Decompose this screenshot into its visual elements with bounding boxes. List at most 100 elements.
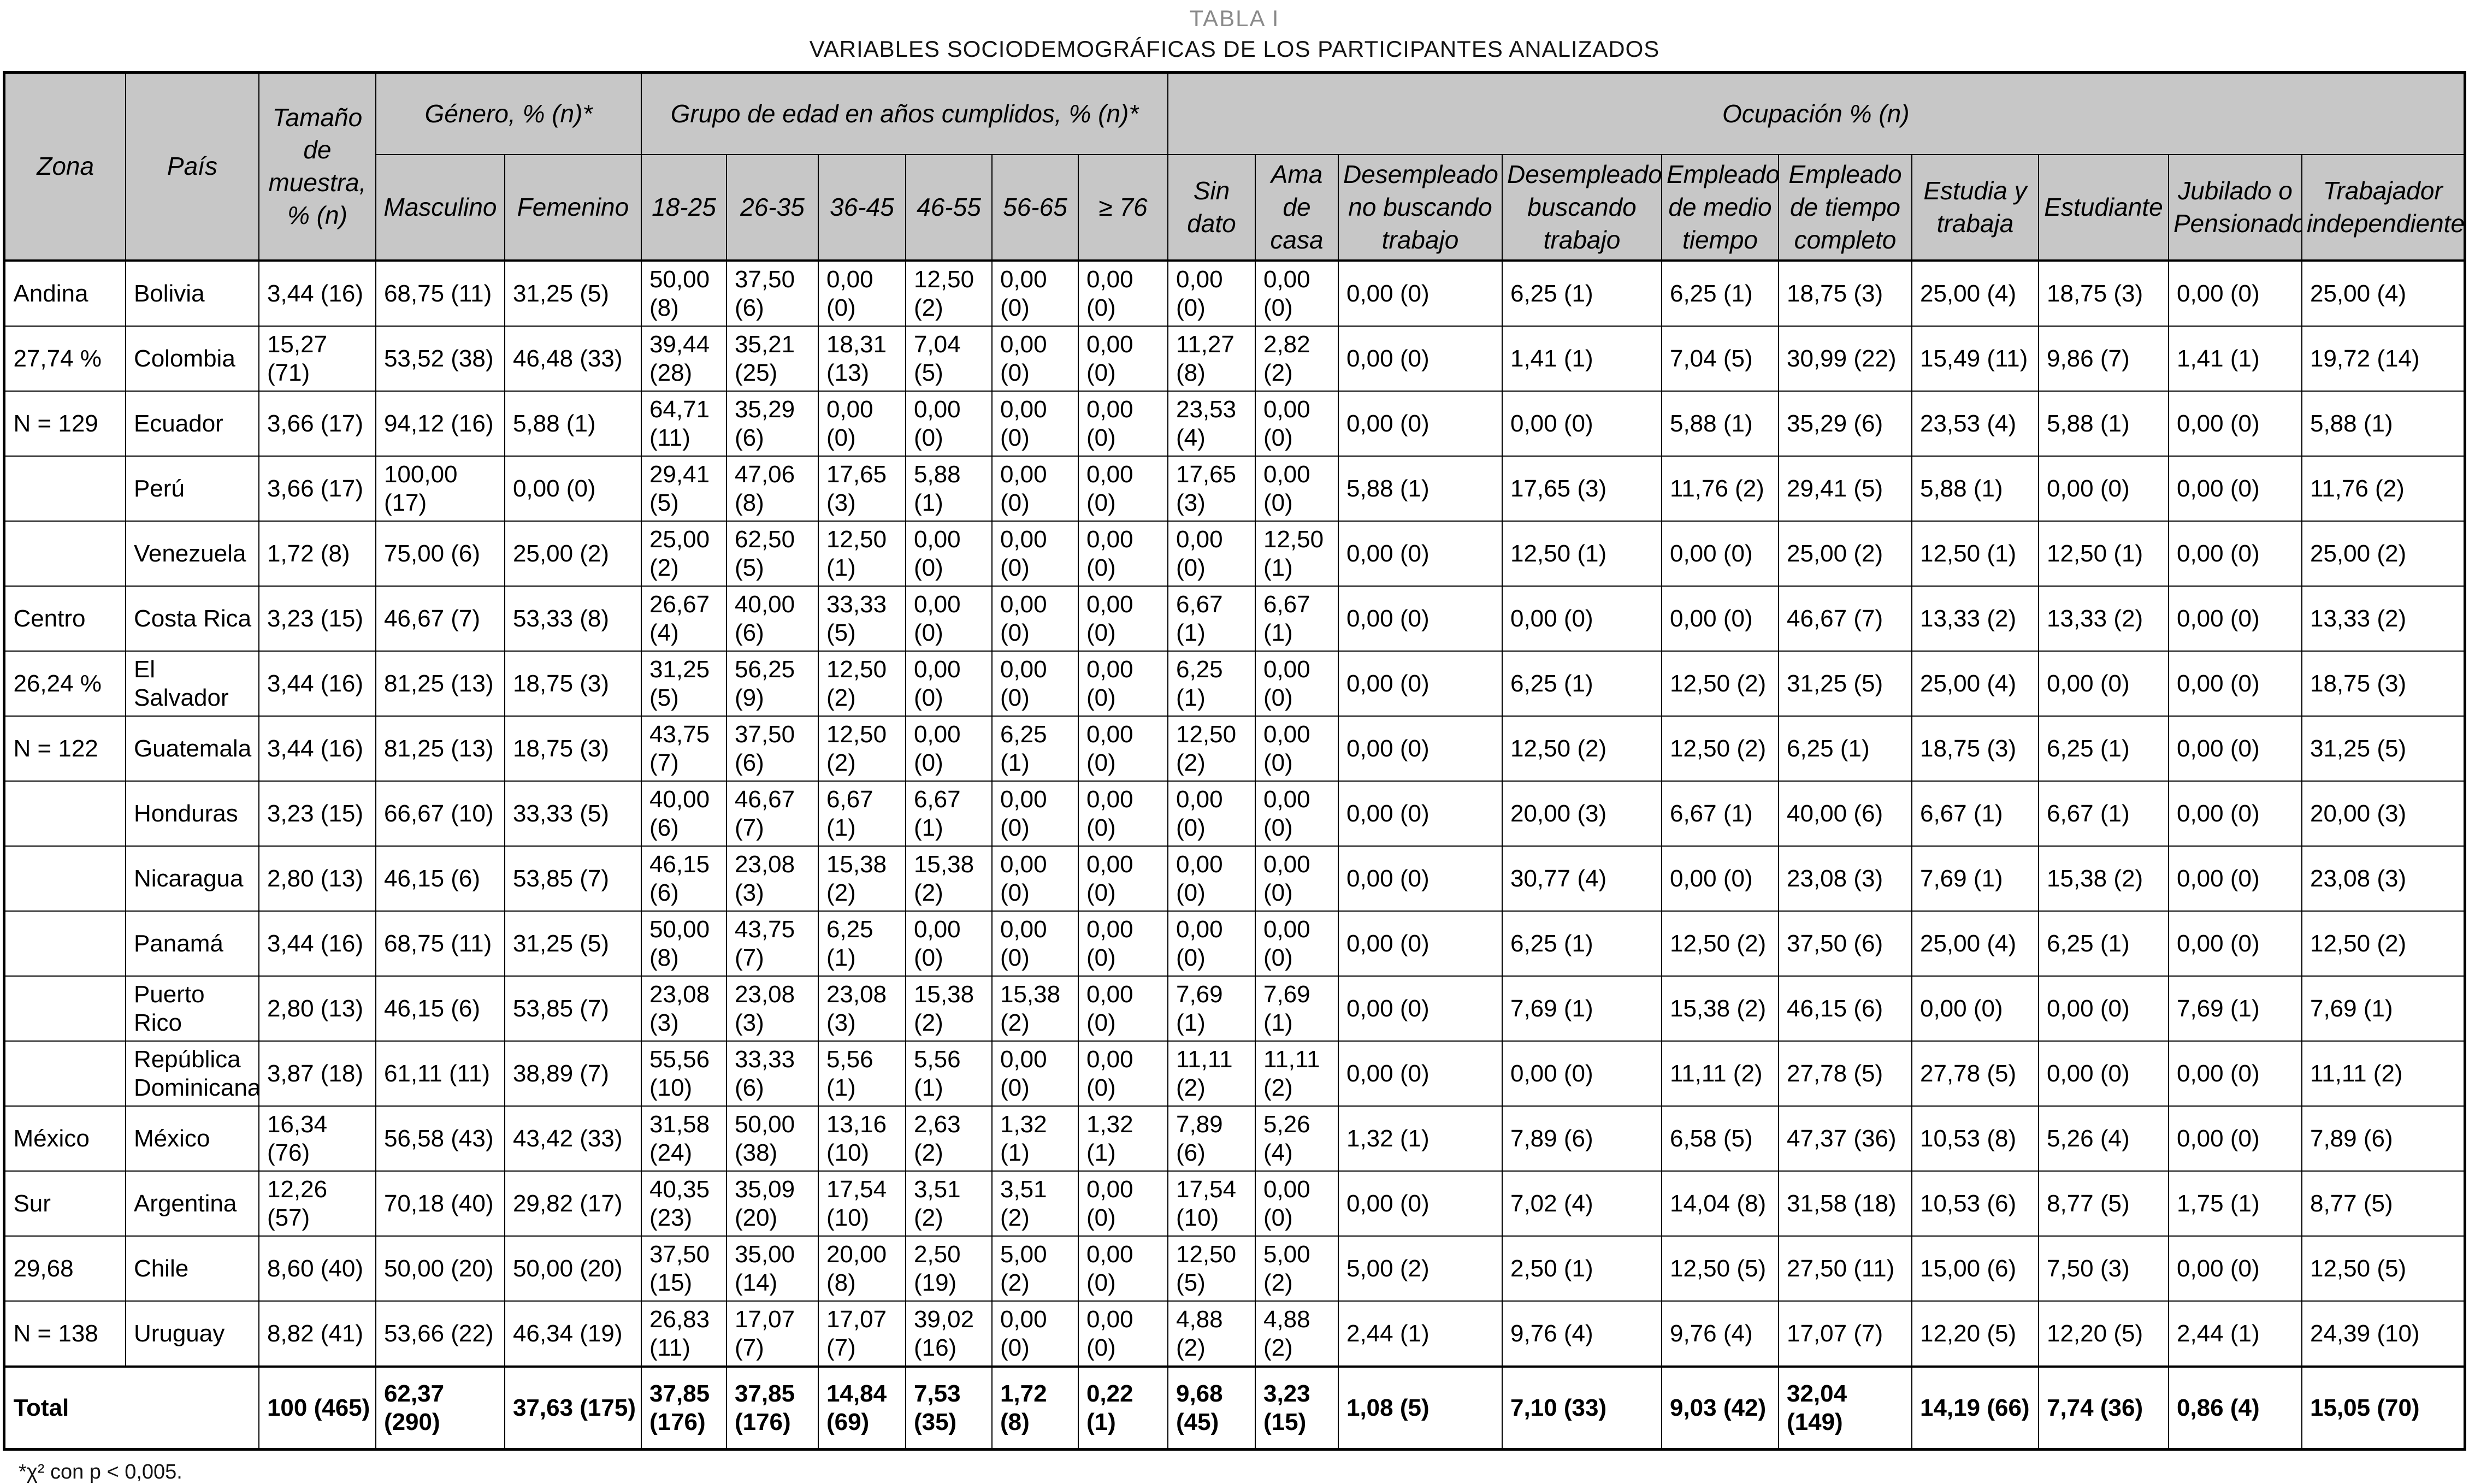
value-cell: 6,25 (1)	[1661, 260, 1779, 327]
value-cell: 31,58 (18)	[1777, 1170, 1912, 1237]
value-cell: 0,00 (0)	[1077, 651, 1168, 717]
value-cell: 0,00 (0)	[991, 456, 1079, 522]
table-row: N = 122 Guatemala 3,44 (16) 81,25 (13) 18,75…	[3, 716, 2466, 782]
value-cell: 6,58 (5)	[1661, 1105, 1779, 1172]
value-cell: 0,00 (0)	[1337, 1170, 1503, 1237]
zona-cell: Centro	[3, 586, 126, 652]
value-cell: 5,56 (1)	[905, 1040, 993, 1107]
pais-cell: Perú	[125, 456, 259, 522]
value-cell: 0,00 (0)	[1254, 651, 1339, 717]
value-cell: 8,82 (41)	[258, 1300, 376, 1368]
value-cell: 0,00 (0)	[1254, 456, 1339, 522]
value-cell: 0,00 (0)	[1077, 1300, 1168, 1368]
value-cell: 33,33 (6)	[725, 1040, 819, 1107]
value-cell: 8,60 (40)	[258, 1235, 376, 1302]
value-cell: 6,67 (1)	[1167, 586, 1256, 652]
value-cell: 5,56 (1)	[817, 1040, 906, 1107]
value-cell: 3,23 (15)	[258, 781, 376, 847]
value-cell: 0,00 (0)	[1501, 391, 1662, 457]
value-cell: 0,00 (0)	[1167, 260, 1256, 327]
value-cell: 15,38 (2)	[905, 975, 993, 1042]
value-cell: 46,15 (6)	[1777, 975, 1912, 1042]
value-cell: 75,00 (6)	[375, 521, 505, 587]
value-cell: 6,25 (1)	[991, 716, 1079, 782]
footnote: *χ² con p < 0,005.	[19, 1461, 182, 1484]
pais-cell: Guatemala	[125, 716, 259, 782]
value-cell: 0,00 (0)	[2167, 716, 2302, 782]
value-cell: 0,00 (0)	[1077, 1040, 1168, 1107]
value-cell: 40,00 (6)	[1777, 781, 1912, 847]
pais-cell: Puerto Rico	[125, 975, 259, 1042]
value-cell: 29,41 (5)	[1777, 456, 1912, 522]
value-cell: 40,00 (6)	[640, 781, 727, 847]
value-cell: 0,00 (0)	[991, 521, 1079, 587]
value-cell: 11,76 (2)	[1661, 456, 1779, 522]
value-cell: 12,50 (5)	[1661, 1235, 1779, 1302]
value-cell: 15,38 (2)	[991, 975, 1079, 1042]
pais-cell: El Salvador	[125, 651, 259, 717]
table-number-title: TABLA I	[1189, 5, 1280, 31]
value-cell: 61,11 (11)	[375, 1040, 505, 1107]
value-cell: 12,50 (2)	[1167, 716, 1256, 782]
value-cell: 2,50 (19)	[905, 1235, 993, 1302]
value-cell: 0,00 (0)	[1337, 781, 1503, 847]
value-cell: 43,75 (7)	[640, 716, 727, 782]
table-row: Venezuela 1,72 (8) 75,00 (6) 25,00 (2) 25,00…	[3, 521, 2466, 587]
zona-cell	[3, 456, 126, 522]
zona-cell	[3, 781, 126, 847]
value-cell: 18,75 (3)	[2037, 260, 2169, 327]
title-block: TABLA I VARIABLES SOCIODEMOGRÁFICAS DE L…	[0, 0, 2469, 62]
value-cell: 0,00 (0)	[1337, 326, 1503, 392]
value-cell: 0,00 (0)	[1337, 975, 1503, 1042]
value-cell: 2,80 (13)	[258, 975, 376, 1042]
table-row: 29,68 Chile 8,60 (40) 50,00 (20) 50,00 (20) 3…	[3, 1235, 2466, 1302]
value-cell: 56,25 (9)	[725, 651, 819, 717]
value-cell: 12,50 (2)	[1661, 910, 1779, 977]
value-cell: 2,44 (1)	[2167, 1300, 2302, 1368]
value-cell: 0,00 (0)	[1077, 326, 1168, 392]
value-cell: 20,00 (3)	[2301, 781, 2466, 847]
value-cell: 9,76 (4)	[1661, 1300, 1779, 1368]
total-value-cell: 7,53 (35)	[905, 1365, 993, 1450]
value-cell: 7,89 (6)	[2301, 1105, 2466, 1172]
value-cell: 5,88 (1)	[1661, 391, 1779, 457]
value-cell: 6,25 (1)	[1501, 651, 1662, 717]
total-value-cell: 37,63 (175)	[504, 1365, 642, 1450]
zona-cell: Andina	[3, 260, 126, 327]
value-cell: 0,00 (0)	[1077, 586, 1168, 652]
value-cell: 2,82 (2)	[1254, 326, 1339, 392]
zona-cell: N = 122	[3, 716, 126, 782]
value-cell: 50,00 (20)	[375, 1235, 505, 1302]
value-cell: 0,00 (0)	[1077, 1235, 1168, 1302]
value-cell: 0,00 (0)	[2167, 456, 2302, 522]
value-cell: 18,75 (3)	[504, 716, 642, 782]
value-cell: 5,88 (1)	[2301, 391, 2466, 457]
value-cell: 47,37 (36)	[1777, 1105, 1912, 1172]
value-cell: 46,15 (6)	[375, 975, 505, 1042]
total-row: Total 100 (465) 62,37 (290) 37,63 (175) 37,8…	[3, 1365, 2466, 1450]
value-cell: 46,67 (7)	[1777, 586, 1912, 652]
value-cell: 13,16 (10)	[817, 1105, 906, 1172]
table-row: Sur Argentina 12,26 (57) 70,18 (40) 29,82 (1…	[3, 1170, 2466, 1237]
col-header-pais: País	[125, 72, 259, 262]
value-cell: 9,76 (4)	[1501, 1300, 1662, 1368]
value-cell: 5,00 (2)	[1254, 1235, 1339, 1302]
value-cell: 12,50 (2)	[1661, 651, 1779, 717]
value-cell: 0,00 (0)	[2037, 456, 2169, 522]
value-cell: 1,32 (1)	[1077, 1105, 1168, 1172]
value-cell: 31,25 (5)	[504, 910, 642, 977]
value-cell: 50,00 (8)	[640, 260, 727, 327]
value-cell: 3,51 (2)	[991, 1170, 1079, 1237]
value-cell: 1,41 (1)	[2167, 326, 2302, 392]
col-header-femenino: Femenino	[504, 153, 642, 262]
value-cell: 0,00 (0)	[1077, 521, 1168, 587]
value-cell: 17,07 (7)	[817, 1300, 906, 1368]
value-cell: 25,00 (4)	[1911, 910, 2039, 977]
value-cell: 3,44 (16)	[258, 716, 376, 782]
value-cell: 12,50 (2)	[817, 651, 906, 717]
value-cell: 0,00 (0)	[1337, 910, 1503, 977]
table-row: Andina Bolivia 3,44 (16) 68,75 (11) 31,25 (5…	[3, 260, 2466, 327]
value-cell: 53,66 (22)	[375, 1300, 505, 1368]
value-cell: 20,00 (3)	[1501, 781, 1662, 847]
value-cell: 12,26 (57)	[258, 1170, 376, 1237]
